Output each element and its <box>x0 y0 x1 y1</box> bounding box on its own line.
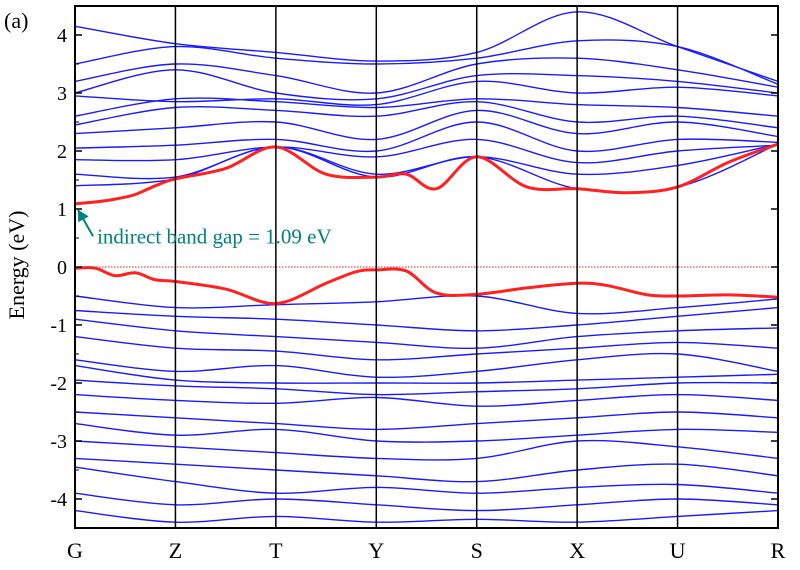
x-tick-label-T: T <box>269 538 283 563</box>
x-tick-label-U: U <box>670 538 686 563</box>
band-gap-annotation: indirect band gap = 1.09 eV <box>97 224 332 248</box>
y-tick-label: 1 <box>57 199 67 221</box>
band-line-10 <box>75 143 778 180</box>
band-line-9 <box>75 138 778 164</box>
band-line-24 <box>75 466 778 494</box>
y-axis-label: Energy (eV) <box>4 211 29 320</box>
band-line-23 <box>75 457 778 483</box>
band-line-4 <box>75 80 778 106</box>
conduction-band-minimum-line <box>75 142 778 206</box>
band-line-0 <box>75 11 778 83</box>
x-tick-label-X: X <box>569 538 585 563</box>
band-line-7 <box>75 109 778 141</box>
band-line-13 <box>75 306 778 332</box>
y-tick-label: -1 <box>50 315 67 337</box>
band-line-5 <box>75 97 778 117</box>
band-line-8 <box>75 121 778 153</box>
band-line-6 <box>75 100 778 129</box>
band-line-19 <box>75 393 778 407</box>
band-line-14 <box>75 318 778 350</box>
bands-group <box>75 11 778 523</box>
band-line-2 <box>75 57 778 94</box>
band-line-3 <box>75 69 778 101</box>
band-line-21 <box>75 422 778 443</box>
y-tick-label: 4 <box>57 25 67 47</box>
x-tick-label-G: G <box>67 538 83 563</box>
y-tick-label: 0 <box>57 257 67 279</box>
y-tick-label: 3 <box>57 83 67 105</box>
band-line-15 <box>75 335 778 361</box>
y-tick-label: -3 <box>50 431 67 453</box>
band-line-16 <box>75 352 778 379</box>
x-tick-label-Y: Y <box>368 538 384 563</box>
y-tick-label: 2 <box>57 141 67 163</box>
y-tick-label: -4 <box>50 489 67 511</box>
band-line-18 <box>75 379 778 396</box>
x-tick-label-R: R <box>771 538 786 563</box>
band-line-20 <box>75 411 778 431</box>
band-line-1 <box>75 39 778 85</box>
band-gap-arrow-head <box>78 209 89 223</box>
band-line-17 <box>75 364 778 384</box>
y-tick-label: -2 <box>50 373 67 395</box>
panel-label: (a) <box>4 8 28 33</box>
band-line-26 <box>75 509 778 523</box>
x-tick-label-S: S <box>471 538 483 563</box>
band-line-22 <box>75 439 778 461</box>
x-tick-label-Z: Z <box>169 538 182 563</box>
band-line-12 <box>75 294 778 315</box>
band-line-25 <box>75 492 778 512</box>
